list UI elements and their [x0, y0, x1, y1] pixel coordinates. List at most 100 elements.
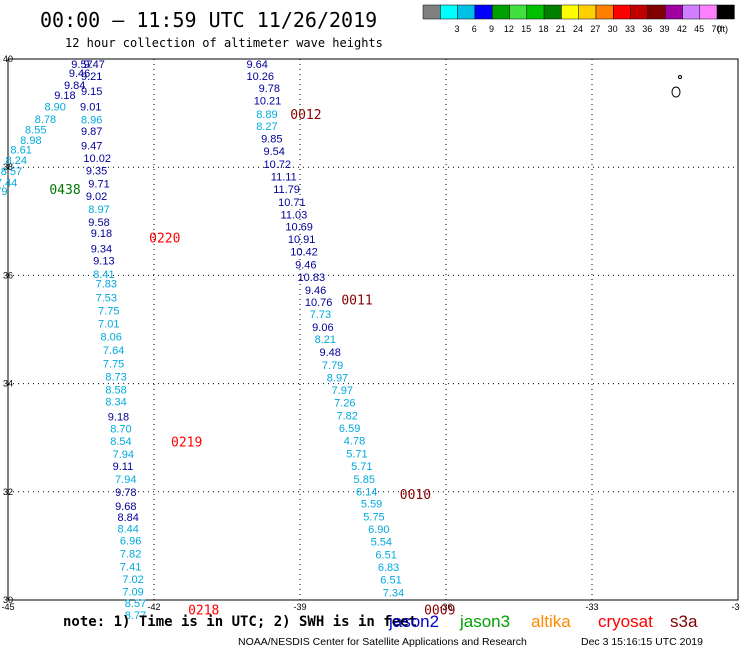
legend-swatch — [422, 4, 441, 20]
legend-tick-label: 21 — [556, 24, 566, 34]
wave-height-value: 7.34 — [383, 587, 404, 599]
island-icon — [671, 75, 682, 98]
wave-height-value: 5.54 — [371, 537, 392, 549]
wave-height-value: 9.57 — [71, 59, 92, 71]
y-tick-label: 36 — [3, 270, 13, 280]
wave-height-value: 9.85 — [261, 134, 282, 146]
plot-frame — [7, 58, 739, 601]
legend-tick-label: 42 — [677, 24, 687, 34]
legend-swatch — [595, 4, 614, 20]
legend-tick-label: 3 — [454, 24, 459, 34]
wave-height-value: 5.75 — [363, 512, 384, 524]
wave-height-value: 9.18 — [91, 228, 112, 240]
wave-height-value: 11.79 — [273, 184, 300, 196]
chart-subtitle: 12 hour collection of altimeter wave hei… — [65, 36, 383, 50]
wave-height-value: 10.91 — [288, 234, 316, 246]
wave-height-value: 7.82 — [120, 548, 141, 560]
wave-height-value: 11.11 — [271, 171, 297, 183]
footer-note: note: 1) Time is in UTC; 2) SWH is in fe… — [63, 614, 417, 630]
credit-text: NOAA/NESDIS Center for Satellite Applica… — [238, 636, 527, 648]
wave-height-value: 6.90 — [368, 524, 389, 536]
wave-height-value: 7.79 — [322, 360, 343, 372]
legend-swatch — [457, 4, 476, 20]
legend-tick-label: 33 — [625, 24, 635, 34]
pass-time-label: 0011 — [341, 294, 372, 309]
wave-height-value: 8.84 — [118, 512, 139, 524]
legend-tick-label: 12 — [504, 24, 514, 34]
wave-height-value: 9.46 — [295, 260, 316, 272]
y-tick-label: 38 — [3, 162, 13, 172]
legend-tick-label: 24 — [573, 24, 583, 34]
wave-height-value: 9.68 — [115, 501, 136, 513]
wave-height-values: 9.579.479.469.219.849.159.189.018.908.78… — [0, 59, 404, 622]
legend-tick-label: 30 — [608, 24, 618, 34]
wave-height-value: 10.42 — [290, 247, 318, 259]
y-axis-ticks: 30 32 34 36 38 40 — [3, 54, 13, 605]
legend-swatch — [699, 4, 718, 20]
wave-height-value: 5.85 — [354, 474, 375, 486]
y-tick-label: 40 — [3, 54, 13, 64]
wave-height-value: 8.61 — [10, 144, 31, 156]
legend-swatch — [474, 4, 493, 20]
wave-height-value: 7.02 — [122, 574, 143, 586]
wave-height-value: 9.87 — [81, 126, 102, 138]
legend-swatch — [630, 4, 649, 20]
wave-height-value: 8.70 — [110, 424, 131, 436]
wave-height-value: 8.97 — [88, 204, 109, 216]
wave-height-value: 6.14 — [356, 486, 377, 498]
legend-swatch — [440, 4, 458, 20]
x-axis-ticks: -45 -42 -39 -36 -33 -30 — [1, 602, 740, 612]
wave-height-value: 9.11 — [113, 461, 134, 473]
wave-height-value: 10.69 — [285, 222, 313, 234]
wave-height-value: 10.83 — [298, 272, 326, 284]
wave-height-value: 7.44 — [0, 177, 17, 189]
wave-height-value: 6.59 — [339, 423, 360, 435]
wave-height-value: 5.71 — [351, 461, 372, 473]
wave-height-value: 9.54 — [264, 146, 285, 158]
wave-height-value: 7.82 — [337, 411, 358, 423]
wave-height-value: 8.58 — [105, 385, 126, 397]
wave-height-value: 9.78 — [115, 487, 136, 499]
legend-tick-label: 27 — [590, 24, 600, 34]
wave-height-value: 7.83 — [96, 279, 117, 291]
pass-time-label: 0219 — [171, 435, 202, 450]
timestamp-text: Dec 3 15:16:15 UTC 2019 — [581, 636, 703, 648]
satellite-jason3-label: jason3 — [459, 612, 510, 631]
wave-height-value: 10.21 — [254, 96, 282, 108]
wave-height-value: 9.46 — [305, 285, 326, 297]
wave-height-value: 8.55 — [25, 124, 46, 136]
wave-height-value: 8.57 — [1, 166, 22, 178]
wave-height-value: 7.09 — [122, 586, 143, 598]
satellite-s3a-label: s3a — [670, 612, 698, 631]
satellite-legend: jason2 jason3 altika cryosat s3a — [388, 612, 698, 631]
pass-time-label: 0010 — [400, 488, 431, 503]
wave-height-value: 8.44 — [118, 524, 139, 536]
wave-height-value: 10.02 — [83, 153, 111, 165]
legend-swatch — [682, 4, 701, 20]
wave-height-value: 9.84 — [64, 80, 85, 92]
wave-height-value: 9.01 — [80, 102, 101, 114]
legend-swatch — [491, 4, 510, 20]
wave-height-value: 7.01 — [98, 319, 119, 331]
satellite-altika-label: altika — [531, 612, 571, 631]
wave-height-value: 6.51 — [380, 574, 401, 586]
wave-height-value: 10.76 — [305, 297, 333, 309]
wave-height-value: 8.54 — [110, 436, 131, 448]
wave-height-value: 10.71 — [278, 197, 306, 209]
wave-height-value: 7.41 — [120, 561, 141, 573]
legend-tick-label: 36 — [642, 24, 652, 34]
wave-height-value: 8.27 — [256, 121, 277, 133]
wave-height-value: 6.83 — [378, 562, 399, 574]
x-tick-label: -33 — [585, 602, 598, 612]
pass-time-label: 0438 — [49, 183, 80, 198]
wave-height-value: 9.46 — [69, 68, 90, 80]
wave-height-value: 8.73 — [105, 372, 126, 384]
wave-height-value: 11.03 — [281, 209, 308, 221]
wave-height-value: 9.18 — [108, 412, 129, 424]
wave-height-value: 9.34 — [91, 243, 112, 255]
wave-height-value: 9.35 — [86, 165, 107, 177]
wave-height-value: 9.71 — [88, 178, 109, 190]
wave-height-value: 9.18 — [54, 90, 75, 102]
wave-height-value: 8.90 — [45, 102, 66, 114]
color-legend: 3 6 9 12 15 18 21 24 27 30 33 36 39 42 45 70(ft) — [422, 4, 735, 34]
